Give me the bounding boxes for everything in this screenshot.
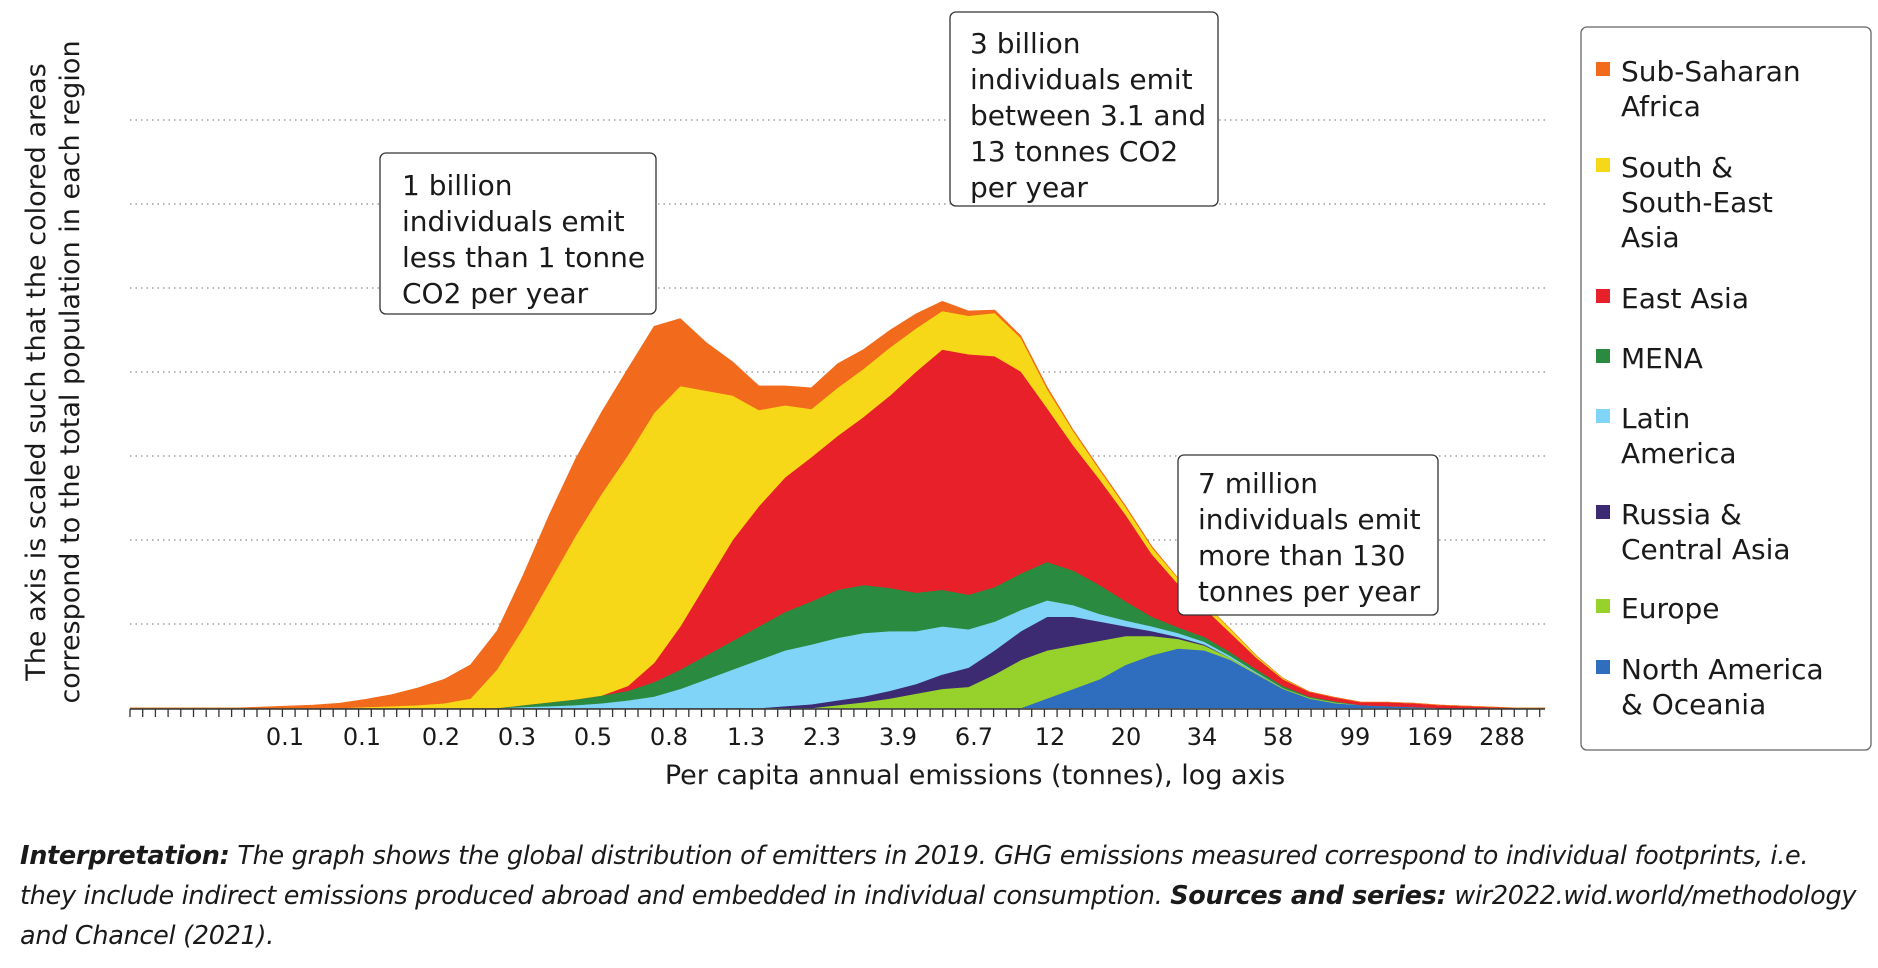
y-axis-title: The axis is scaled such that the colored… — [21, 40, 86, 703]
x-tick-label: 288 — [1479, 723, 1525, 751]
annotation-line: individuals emit — [1198, 503, 1421, 536]
legend-label: Europe — [1621, 592, 1719, 625]
legend-swatch — [1596, 505, 1610, 519]
legend-swatch — [1596, 62, 1610, 76]
annotation-line: 3 billion — [970, 27, 1080, 60]
interpretation-label: Interpretation: — [20, 841, 230, 871]
legend-item-russia-central-asia: Russia &Central Asia — [1596, 498, 1791, 566]
x-tick-label: 1.3 — [727, 723, 765, 751]
legend-label: South-East — [1621, 186, 1773, 219]
legend-swatch — [1596, 660, 1610, 674]
legend-swatch — [1596, 349, 1610, 363]
y-axis-title-line: The axis is scaled such that the colored… — [21, 63, 52, 681]
x-tick-label: 0.5 — [574, 723, 612, 751]
x-tick-label: 0.8 — [650, 723, 688, 751]
x-tick-label: 0.2 — [422, 723, 460, 751]
legend-item-north-america-oceania: North America& Oceania — [1596, 653, 1824, 721]
x-tick-label: 169 — [1407, 723, 1453, 751]
x-tick-label: 12 — [1035, 723, 1066, 751]
x-tick-label: 6.7 — [955, 723, 993, 751]
x-axis: 0.1 0.1 0.2 0.3 0.5 0.8 1.3 2.3 3.9 6.7 12 20 34 58 99… — [129, 708, 1545, 791]
legend-label: Africa — [1621, 90, 1701, 123]
annotation-line: CO2 per year — [402, 277, 589, 310]
x-tick-label: 0.1 — [266, 723, 304, 751]
legend-item-europe: Europe — [1596, 592, 1719, 625]
annotation-frame — [379, 152, 657, 315]
legend-label: Russia & — [1621, 498, 1742, 531]
legend-item-east-asia: East Asia — [1596, 282, 1749, 315]
sources-label: Sources and series: — [1170, 881, 1447, 911]
x-tick-label: 0.1 — [343, 723, 381, 751]
legend-label: North America — [1621, 653, 1824, 686]
legend-label: & Oceania — [1621, 688, 1766, 721]
interpretation-note: Interpretation: The graph shows the glob… — [20, 836, 1870, 956]
annotation-frame — [1177, 454, 1439, 616]
sources-text: wir2022.wid.world/methodology and Chance… — [20, 881, 1857, 951]
stacked-areas — [129, 301, 1546, 709]
annotation-line: per year — [970, 171, 1088, 204]
annotation-frame — [949, 11, 1219, 207]
interpretation-text: The graph shows the global distribution … — [20, 841, 1809, 911]
annotation-line: more than 130 — [1198, 539, 1405, 572]
legend-swatch — [1596, 158, 1610, 172]
emissions-distribution-chart: 0.1 0.1 0.2 0.3 0.5 0.8 1.3 2.3 3.9 6.7 12 20 34 58 99… — [21, 11, 1872, 791]
annotation-line: 1 billion — [402, 169, 512, 202]
legend-label: America — [1621, 437, 1737, 470]
x-tick-label: 20 — [1111, 723, 1142, 751]
legend-swatch — [1596, 289, 1610, 303]
annotation-line: 13 tonnes CO2 — [970, 135, 1178, 168]
x-tick-label: 99 — [1340, 723, 1371, 751]
x-tick-label: 58 — [1263, 723, 1294, 751]
y-axis-title-line: correspond to the total population in ea… — [55, 40, 86, 703]
legend-label: Latin — [1621, 402, 1690, 435]
legend-label: Asia — [1621, 221, 1680, 254]
annotation-line: 7 million — [1198, 467, 1318, 500]
x-tick-label: 3.9 — [879, 723, 917, 751]
x-axis-title: Per capita annual emissions (tonnes), lo… — [665, 760, 1285, 791]
x-tick-label: 0.3 — [498, 723, 536, 751]
annotation-line: individuals emit — [970, 63, 1193, 96]
legend-label: MENA — [1621, 342, 1703, 375]
legend-label: East Asia — [1621, 282, 1749, 315]
annotation-line: between 3.1 and — [970, 99, 1206, 132]
x-tick-label: 34 — [1187, 723, 1218, 751]
legend-swatch — [1596, 599, 1610, 613]
legend-label: Sub-Saharan — [1621, 55, 1801, 88]
legend-label: South & — [1621, 151, 1733, 184]
annotation-line: less than 1 tonne — [402, 241, 645, 274]
annotation-line: individuals emit — [402, 205, 625, 238]
legend-item-mena: MENA — [1596, 342, 1703, 375]
legend-label: Central Asia — [1621, 533, 1791, 566]
legend-frame — [1580, 26, 1872, 751]
area-sub-saharan-africa — [129, 301, 1546, 709]
x-tick-label: 2.3 — [803, 723, 841, 751]
legend-swatch — [1596, 409, 1610, 423]
annotation-line: tonnes per year — [1198, 575, 1421, 608]
